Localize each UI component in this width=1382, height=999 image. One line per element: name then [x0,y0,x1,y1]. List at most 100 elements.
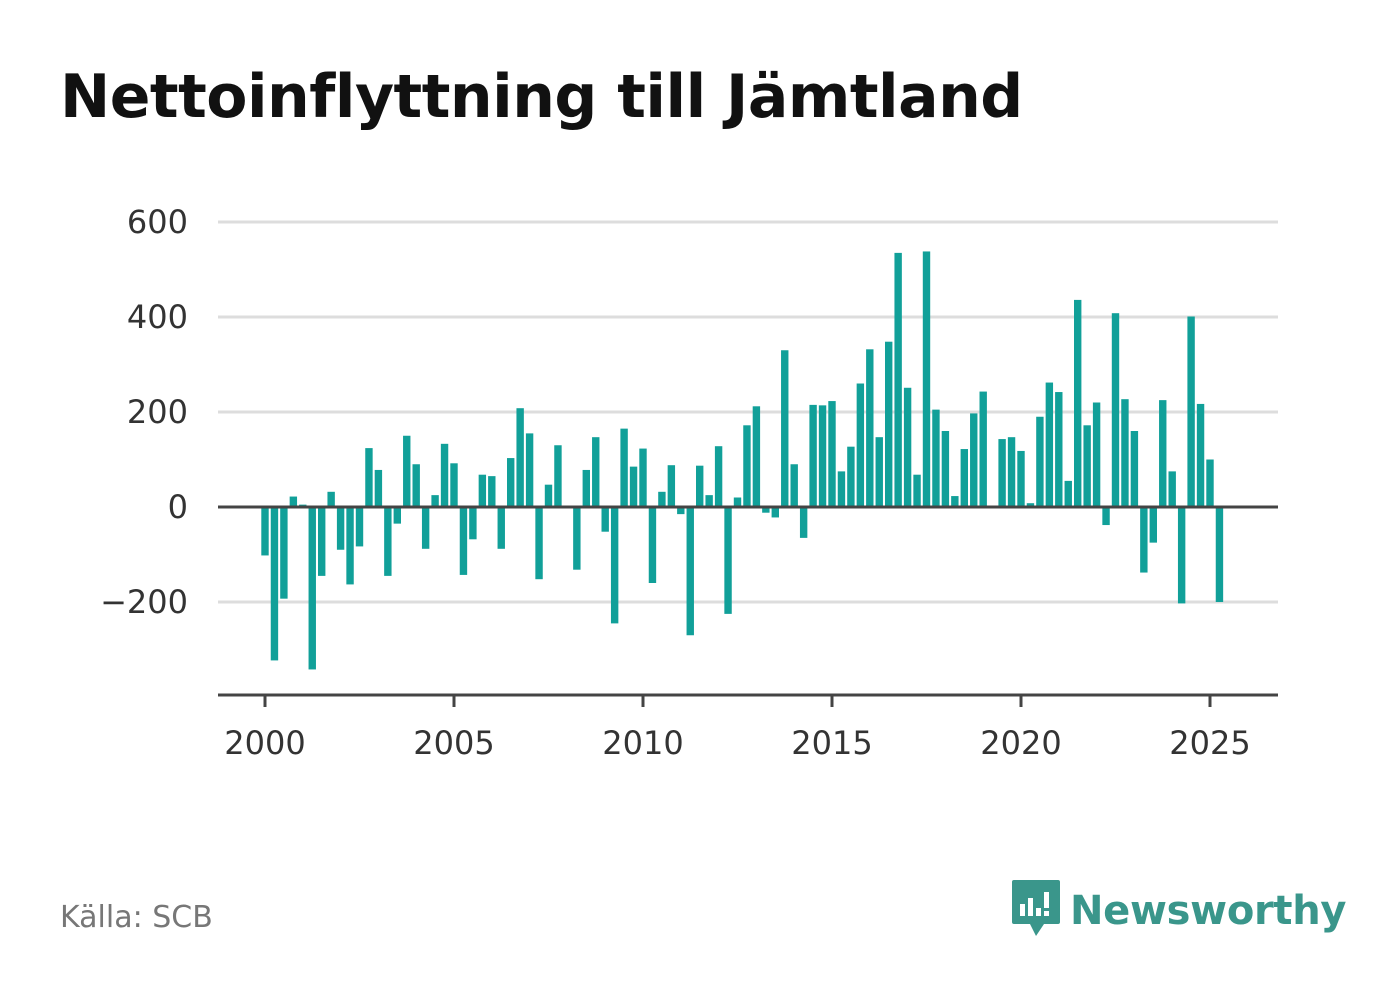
bar [951,496,959,507]
bar [535,507,543,580]
bar [1140,507,1148,573]
bar [327,491,335,507]
bar [280,507,288,599]
bar [922,251,931,507]
bar [913,474,921,507]
brand-logo: Newsworthy [1010,878,1347,944]
bar [1017,450,1025,507]
bar [724,507,732,614]
bar [384,507,392,576]
bar [771,507,779,518]
bar [497,507,505,549]
bar [1026,503,1035,507]
bar [847,446,855,507]
bar [1007,437,1016,508]
x-tick-label: 2015 [791,724,872,762]
bar [733,497,742,507]
bar [507,458,515,507]
y-tick-label: 600 [127,203,188,241]
bar [658,491,666,507]
bar [469,507,477,540]
bar [421,507,430,549]
bar [1215,507,1224,602]
bar [450,463,458,507]
bar [459,507,468,575]
bar [403,435,411,507]
bar [828,401,836,507]
bar [261,507,269,556]
bar [554,445,562,507]
bar [1102,507,1110,526]
bar [1177,507,1186,604]
bar [629,466,638,508]
bar [903,387,912,507]
bar [960,449,968,507]
bar [1045,382,1054,507]
bar [752,406,761,507]
grid-layer [218,220,1278,604]
bar [979,391,987,507]
bar [781,350,789,507]
bar [1130,431,1139,507]
bar [677,507,685,515]
bar [308,507,316,670]
bar [714,446,723,507]
x-tick-label: 2005 [413,724,494,762]
bar [336,507,345,550]
bar [620,428,628,508]
bar [1055,392,1063,507]
bar [610,507,619,624]
bar [875,437,883,508]
bar [393,507,401,524]
bar [544,484,553,507]
bar [866,349,874,507]
bar [412,464,420,507]
bar [1092,402,1101,507]
y-tick-label: 200 [127,393,188,431]
bar-layer [261,251,1224,670]
bar [365,448,373,507]
bar [762,507,770,513]
bar [790,464,798,507]
bar [667,465,676,507]
y-tick-label: 400 [127,298,188,336]
bar [648,507,657,583]
bar [374,469,383,507]
bar [440,443,449,507]
bar [1196,403,1205,507]
axis-layer: −200 0 200 400 600 2000 2005 2010 2015 2020 2025 [100,203,1278,762]
bar [1206,459,1214,507]
bar [818,405,827,507]
bar [270,507,279,661]
bar [525,433,534,508]
bar [488,476,496,508]
bar [743,425,751,507]
bar [431,495,439,508]
bar [1149,507,1157,543]
bar [516,408,524,507]
bar [686,507,694,636]
x-tick-label: 2020 [980,724,1061,762]
bar [799,507,808,538]
bar [837,471,846,508]
x-tick-label: 2025 [1169,724,1250,762]
bar [601,507,609,532]
bar [941,431,950,507]
bar [1121,399,1129,507]
x-tick-label: 2000 [224,724,305,762]
bar [970,413,978,507]
bar [1111,313,1120,507]
y-tick-label: 0 [168,488,188,526]
bar [696,465,704,507]
bar [1187,316,1195,507]
bar [355,507,364,547]
bar [809,404,817,508]
bar [856,383,865,507]
bar [592,437,600,508]
chart-title: Nettoinflyttning till Jämtland [60,62,1023,132]
bar [932,409,940,508]
bar [289,496,298,507]
source-label: Källa: SCB [60,900,213,935]
bar [1074,299,1082,507]
